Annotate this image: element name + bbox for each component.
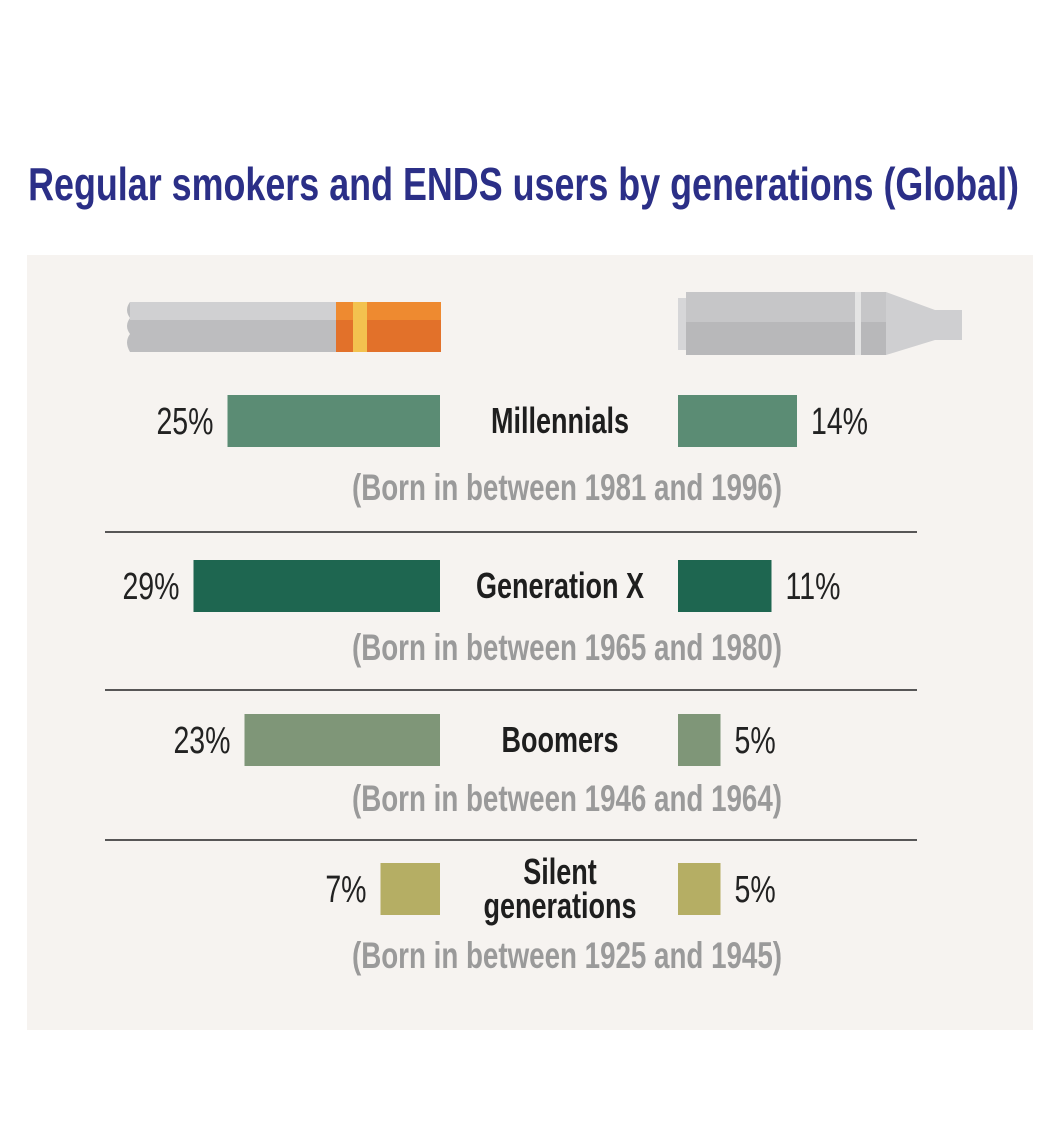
value-label: 14% [811, 401, 868, 443]
category-label: Generation X [475, 564, 645, 606]
subtitle: (Born in between 1965 and 1980) [352, 626, 782, 668]
value-label: 29% [122, 566, 179, 608]
value-label: 5% [735, 720, 776, 762]
panel [27, 255, 1033, 1030]
bar-ends [678, 395, 797, 447]
bar-smokers [244, 714, 440, 766]
scaled-text: 25% 14% (Born in between 1981 and 1996) 29%… [122, 401, 868, 976]
bar-smokers [227, 395, 440, 447]
category-label: Millennials [490, 399, 630, 441]
bar-smokers [193, 560, 440, 612]
bar-ends [678, 560, 772, 612]
subtitle: (Born in between 1925 and 1945) [352, 934, 782, 976]
bar-smokers [380, 863, 440, 915]
value-label: 5% [735, 869, 776, 911]
category-label: Silent generations [483, 850, 637, 926]
value-label: 7% [325, 869, 366, 911]
value-label: 11% [786, 566, 841, 608]
chart-title: Regular smokers and ENDS users by genera… [28, 159, 1019, 210]
bar-ends [678, 714, 721, 766]
cigarette-icon [127, 302, 441, 352]
ecig-icon [678, 292, 962, 355]
subtitle: (Born in between 1946 and 1964) [352, 777, 782, 819]
value-label: 25% [156, 401, 213, 443]
category-label: Boomers [501, 718, 619, 760]
title-group: Regular smokers and ENDS users by genera… [28, 159, 1019, 210]
bar-ends [678, 863, 721, 915]
subtitle: (Born in between 1981 and 1996) [352, 466, 782, 508]
value-label: 23% [173, 720, 230, 762]
